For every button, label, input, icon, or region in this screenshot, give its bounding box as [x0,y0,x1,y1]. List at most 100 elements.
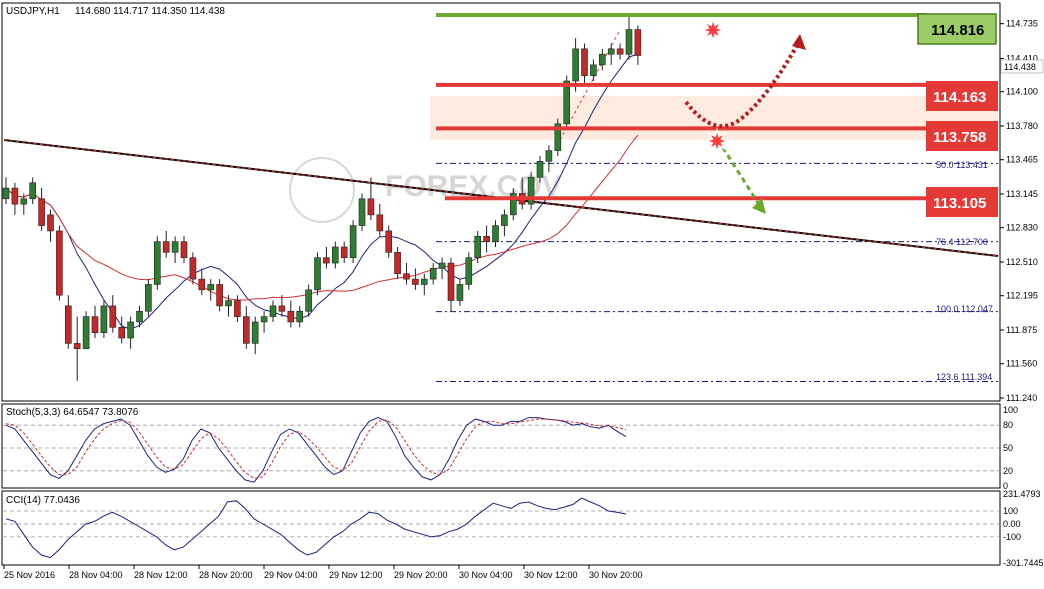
candle-body [634,29,642,56]
x-tick-label: 28 Nov 04:00 [69,570,123,580]
candle-body [581,48,588,76]
lower-zone-label: 113.758 [933,129,986,146]
bullish-path-arrow [684,39,802,128]
candle-body [358,198,366,226]
candle-body [323,257,330,264]
supply-zone-band [430,96,998,140]
candle-body [367,198,375,216]
candle-body [527,177,535,205]
candle-body [136,310,143,323]
candle-body [474,235,482,258]
osc-tick-label: 80 [1003,420,1013,430]
x-tick-label: 25 Nov 2016 [4,570,55,580]
bearish-arrowhead [752,198,766,214]
candle-body [73,343,81,350]
candle-body [590,64,597,76]
candle-body [563,80,571,125]
candle-body [287,310,295,323]
ma-slow-line [5,134,639,301]
fib-label-76: 76.4 112.700 [936,237,988,247]
candle-body [100,305,108,333]
symbol-label: USDJPY,H1 [6,6,60,17]
candle-body [616,48,624,55]
support-label: 113.105 [933,195,986,212]
y-tick-label: 112.510 [1006,257,1038,267]
candle-body [65,305,72,344]
candle-body [260,316,268,323]
candle-body [91,316,99,333]
candle-body [385,230,393,253]
candle-body [109,305,117,328]
candle-body [403,273,410,280]
candle-body [207,284,214,291]
osc-tick-label: 100 [1003,506,1018,516]
candle-body [429,268,437,280]
current-price-label: 114.438 [1004,62,1036,72]
y-tick-label: 113.465 [1006,155,1038,165]
upper-zone-label: 114.163 [933,89,986,106]
osc-tick-label: 20 [1003,466,1013,476]
candle-body [331,246,339,264]
lower-zone-box [926,121,998,151]
osc-tick-label: 50 [1003,443,1013,453]
candle-body [598,53,606,66]
candle-body [278,305,286,312]
y-tick-label: 113.780 [1006,121,1038,131]
osc-series-line [5,497,627,559]
y-tick-label: 113.145 [1006,189,1038,199]
candle-body [162,241,170,253]
osc-tick-label: 100 [1003,405,1018,415]
candle-body [251,321,259,344]
candle-body [554,123,562,151]
osc-tick-label: -100 [1003,532,1021,542]
candle-body [154,241,161,285]
candle-body [536,161,544,178]
candle-body [269,305,277,317]
candle-body [376,214,384,232]
stoch-label: Stoch(5,3,3) 64.6547 73.8076 [6,407,139,418]
candle-body [456,284,464,301]
y-tick-label: 114.100 [1006,87,1038,97]
candle-body [545,150,553,162]
support-box [926,187,998,217]
current-price-tag [1000,59,1044,74]
candle-body [180,241,188,258]
resistance-box [917,13,997,45]
x-tick-label: 30 Nov 04:00 [459,570,513,580]
x-tick-label: 29 Nov 04:00 [264,570,318,580]
candle-body [572,48,579,82]
candle-body [243,316,250,344]
osc-series-line [5,418,627,479]
candle-body [20,198,28,205]
candle-body [11,187,19,205]
candle-body [447,262,455,301]
candle-body [314,257,321,291]
candle-body [465,257,473,285]
resistance-label: 114.816 [931,22,984,39]
candle-body [340,246,348,258]
candle-body [29,182,37,200]
fib-label-50: 50.0 113.431 [936,160,988,170]
candle-body [225,300,232,307]
candle-body [483,235,490,242]
candle-body [118,327,125,339]
y-tick-label: 112.195 [1006,291,1038,301]
stoch-pane [1,403,1001,489]
osc-tick-label: -301.7445 [1003,558,1044,568]
osc-tick-label: 0.00 [1003,519,1021,529]
osc-tick-label: 0 [1003,481,1008,491]
y-tick-label: 111.240 [1006,393,1037,403]
touch-star-icon [699,16,727,44]
candle-body [420,278,428,285]
candle-body [2,187,10,200]
candle-body [607,48,615,55]
candle-body [234,300,241,317]
x-tick-label: 28 Nov 12:00 [134,570,188,580]
y-tick-label: 114.410 [1006,53,1038,63]
x-tick-label: 29 Nov 12:00 [329,570,383,580]
candle-body [296,310,304,323]
candle-body [56,230,63,296]
candle-body [171,241,179,253]
